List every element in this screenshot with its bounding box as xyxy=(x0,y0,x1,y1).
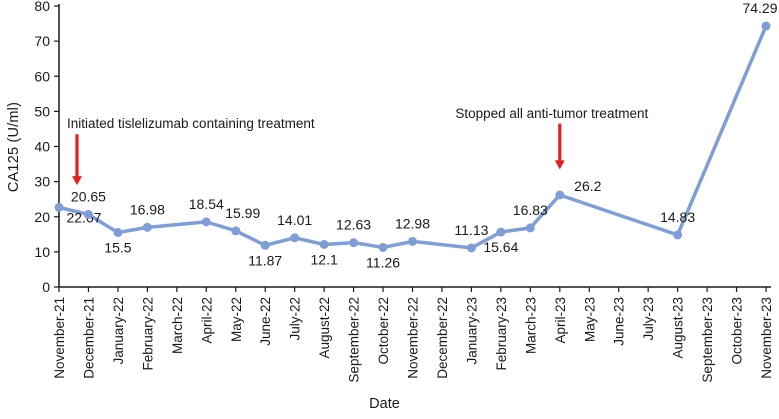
data-point xyxy=(142,222,152,232)
x-tick-label: January-22 xyxy=(111,297,126,365)
data-point xyxy=(319,239,329,249)
x-tick-label: June-22 xyxy=(258,297,273,346)
x-tick-label: March-23 xyxy=(523,297,538,354)
data-point xyxy=(496,227,506,237)
data-point xyxy=(54,202,64,212)
x-tick-label: May-23 xyxy=(582,297,597,342)
y-tick-label: 30 xyxy=(34,174,50,190)
data-point-label: 26.2 xyxy=(574,178,601,194)
y-tick-label: 70 xyxy=(34,33,50,49)
x-tick-label: July-23 xyxy=(641,297,656,341)
y-tick-label: 0 xyxy=(42,279,50,295)
x-tick-label: February-22 xyxy=(140,297,155,371)
data-point xyxy=(761,21,771,31)
y-axis-title: CA125 (U/ml) xyxy=(6,101,22,193)
x-tick-label: June-23 xyxy=(612,297,627,346)
x-tick-label: May-22 xyxy=(229,297,244,342)
x-tick-label: December-22 xyxy=(435,297,450,379)
data-point-label: 12.1 xyxy=(311,251,338,267)
series-line xyxy=(57,24,768,250)
x-tick-label: February-23 xyxy=(494,297,509,371)
x-tick-label: September-23 xyxy=(700,297,715,383)
x-tick-label: October-22 xyxy=(376,297,391,365)
data-point-label: 20.65 xyxy=(71,188,106,204)
x-tick-label: September-22 xyxy=(347,297,362,383)
annotation-arrow-icon xyxy=(72,176,82,186)
annotation-arrow-icon xyxy=(554,160,565,170)
data-point-label: 12.98 xyxy=(395,215,430,231)
x-tick-label: November-22 xyxy=(406,297,421,379)
data-point xyxy=(673,230,683,240)
data-point xyxy=(466,243,476,253)
data-point xyxy=(408,236,417,246)
data-point-label: 15.99 xyxy=(225,205,260,221)
data-point-label: 11.26 xyxy=(366,254,400,270)
x-tick-label: April-23 xyxy=(553,297,568,344)
y-tick-label: 10 xyxy=(34,244,50,260)
data-point xyxy=(201,217,211,227)
annotation-text: Stopped all anti-tumor treatment xyxy=(455,106,648,121)
data-point-label: 22.67 xyxy=(66,209,101,225)
y-tick-label: 50 xyxy=(34,103,50,119)
data-point-label: 15.5 xyxy=(104,240,131,256)
x-tick-label: August-22 xyxy=(317,297,332,359)
data-point xyxy=(83,209,93,219)
data-point xyxy=(378,242,388,252)
y-tick-label: 80 xyxy=(34,0,50,14)
data-point-label: 11.87 xyxy=(248,252,282,268)
data-point xyxy=(231,226,241,236)
x-tick-label: March-22 xyxy=(170,297,185,354)
x-tick-label: April-22 xyxy=(199,297,214,344)
annotation-text: Initiated tislelizumab containing treatm… xyxy=(67,116,315,131)
data-point-label: 16.98 xyxy=(130,201,165,217)
data-point-label: 15.64 xyxy=(483,239,518,255)
x-tick-label: July-22 xyxy=(288,297,303,341)
data-point-label: 74.29 xyxy=(742,0,777,16)
data-point-label: 18.54 xyxy=(189,196,224,212)
x-tick-label: November-23 xyxy=(759,297,774,379)
data-point-label: 14.01 xyxy=(277,212,312,228)
data-point-label: 16.83 xyxy=(513,202,548,218)
y-tick-label: 20 xyxy=(34,209,50,225)
data-point xyxy=(525,223,535,233)
x-tick-label: August-23 xyxy=(671,297,686,359)
x-tick-label: November-21 xyxy=(52,297,67,379)
data-point-label: 12.63 xyxy=(336,217,371,233)
data-point-label: 14.83 xyxy=(660,209,695,225)
x-tick-label: October-23 xyxy=(730,297,745,365)
data-point xyxy=(555,190,565,200)
x-tick-label: December-21 xyxy=(81,297,96,379)
y-tick-label: 60 xyxy=(34,68,50,84)
data-point xyxy=(260,240,270,250)
data-point xyxy=(349,238,359,248)
data-point xyxy=(113,228,123,238)
data-point xyxy=(290,233,300,243)
y-tick-label: 40 xyxy=(34,139,50,155)
x-axis-title: Date xyxy=(369,396,400,412)
data-point-label: 11.13 xyxy=(454,222,488,238)
x-tick-label: January-23 xyxy=(464,297,479,365)
